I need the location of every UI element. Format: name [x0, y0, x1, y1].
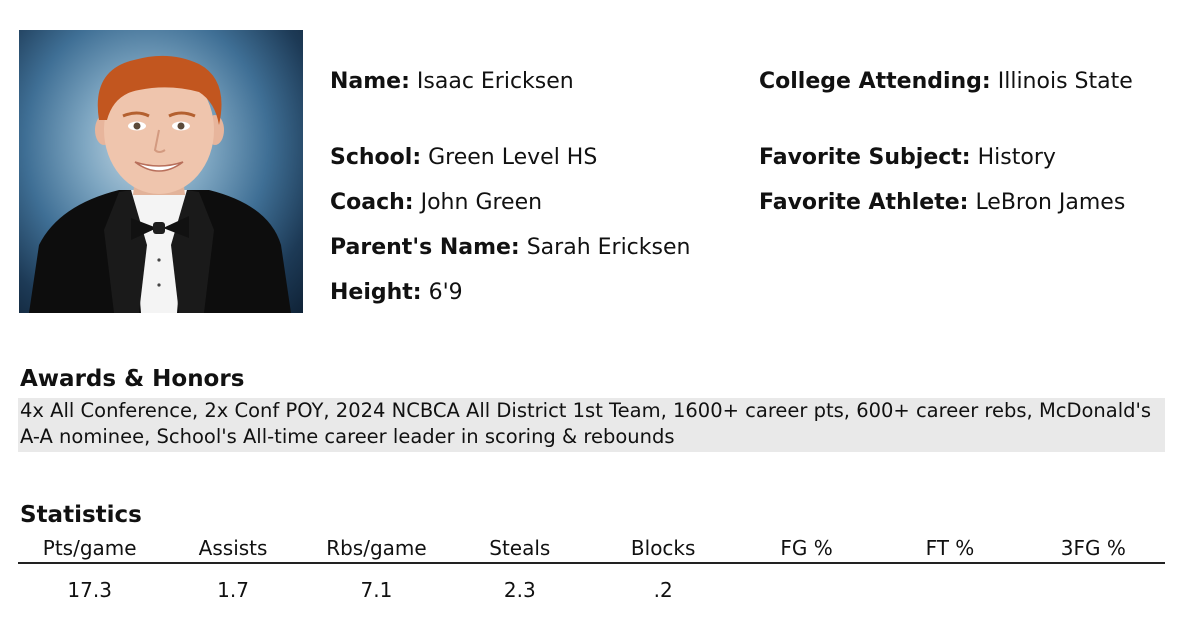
college-label: College Attending:	[759, 69, 991, 94]
stat-value-assists: 1.7	[217, 578, 249, 602]
awards-heading: Awards & Honors	[20, 366, 245, 392]
awards-text: 4x All Conference, 2x Conf POY, 2024 NCB…	[20, 399, 1152, 448]
stat-header-fg-pct: FG %	[780, 536, 833, 560]
school-label: School:	[330, 145, 422, 170]
statistics-value-row: 17.3 1.7 7.1 2.3 .2	[18, 576, 1165, 604]
stat-value-blocks: .2	[653, 578, 673, 602]
stat-header-3fg-pct: 3FG %	[1060, 536, 1126, 560]
favorite-subject-field: Favorite Subject: History	[759, 144, 1056, 172]
coach-label: Coach:	[330, 190, 414, 215]
statistics-table: Pts/game Assists Rbs/game Steals Blocks …	[18, 534, 1165, 604]
stat-header-ft-pct: FT %	[925, 536, 975, 560]
stat-value-rbs-game: 7.1	[360, 578, 393, 602]
coach-field: Coach: John Green	[330, 189, 542, 217]
college-field: College Attending: Illinois State	[759, 68, 1133, 96]
stat-header-pts-game: Pts/game	[42, 536, 137, 560]
parent-label: Parent's Name:	[330, 235, 520, 260]
name-label: Name:	[330, 69, 410, 94]
favorite-subject-value: History	[977, 145, 1056, 170]
statistics-heading: Statistics	[20, 502, 142, 528]
stat-value-3fg-pct	[1022, 576, 1165, 604]
height-field: Height: 6'9	[330, 279, 463, 307]
name-field: Name: Isaac Ericksen	[330, 68, 574, 96]
school-value: Green Level HS	[428, 145, 598, 170]
favorite-athlete-label: Favorite Athlete:	[759, 190, 969, 215]
parent-field: Parent's Name: Sarah Ericksen	[330, 234, 690, 262]
favorite-athlete-value: LeBron James	[975, 190, 1126, 215]
portrait-illustration	[29, 55, 291, 313]
college-value: Illinois State	[997, 69, 1133, 94]
stat-header-assists: Assists	[198, 536, 268, 560]
height-label: Height:	[330, 280, 422, 305]
stat-header-rbs-game: Rbs/game	[326, 536, 427, 560]
stat-value-steals: 2.3	[503, 578, 536, 602]
favorite-subject-label: Favorite Subject:	[759, 145, 971, 170]
parent-value: Sarah Ericksen	[526, 235, 691, 260]
stat-value-ft-pct	[878, 576, 1021, 604]
stat-value-fg-pct	[735, 576, 878, 604]
school-field: School: Green Level HS	[330, 144, 597, 172]
favorite-athlete-field: Favorite Athlete: LeBron James	[759, 189, 1125, 217]
statistics-header-row: Pts/game Assists Rbs/game Steals Blocks …	[18, 534, 1165, 564]
stat-header-steals: Steals	[489, 536, 551, 560]
height-value: 6'9	[428, 280, 463, 305]
stat-header-blocks: Blocks	[630, 536, 696, 560]
name-value: Isaac Ericksen	[416, 69, 574, 94]
awards-box: 4x All Conference, 2x Conf POY, 2024 NCB…	[18, 398, 1165, 452]
stat-value-pts-game: 17.3	[67, 578, 112, 602]
coach-value: John Green	[420, 190, 543, 215]
athlete-portrait-photo	[19, 30, 303, 313]
